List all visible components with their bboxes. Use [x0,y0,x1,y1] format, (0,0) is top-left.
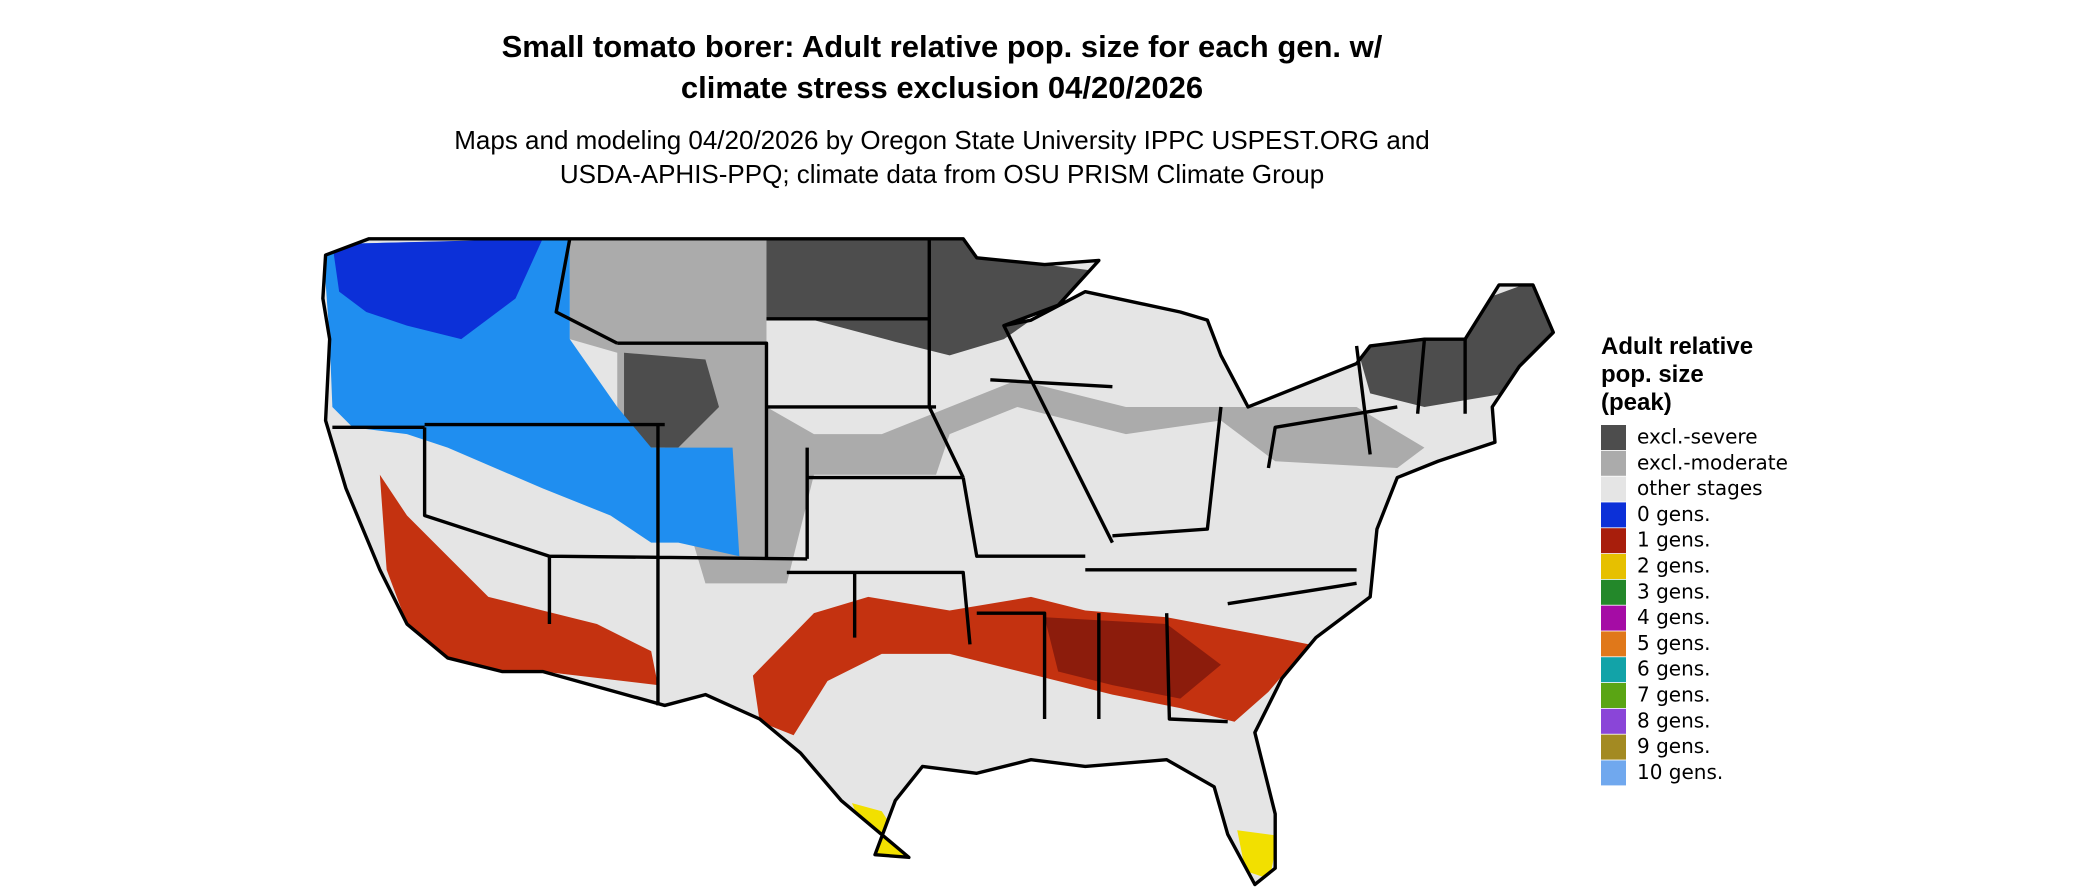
region-red [379,474,658,686]
legend-swatch [1601,528,1626,554]
legend-swatch [1601,554,1626,579]
legend-title: pop. size [1601,361,1704,388]
legend-swatch [1601,476,1626,502]
region-moderate [569,238,1425,584]
region-yellow [851,803,912,858]
legend-swatch [1601,760,1626,786]
title: Small tomato borer: Adult relative pop. … [502,29,1383,64]
legend-swatch [1601,683,1626,708]
legend-label: 1 gens. [1637,528,1711,552]
subtitle: USDA-APHIS-PPQ; climate data from OSU PR… [560,159,1324,189]
legend-label: 3 gens. [1637,579,1711,603]
legend-title: Adult relative [1601,333,1753,360]
legend-swatch [1601,657,1626,683]
legend-label: excl.-severe [1637,425,1758,449]
legend-swatch [1601,605,1626,631]
region-severe [766,238,1099,356]
region-blue-dark [332,238,543,340]
legend-swatch [1601,708,1626,734]
legend-label: 9 gens. [1637,734,1711,758]
map [321,237,1556,887]
subtitle: Maps and modeling 04/20/2026 by Oregon S… [454,125,1430,155]
legend-swatch [1601,734,1626,760]
legend-swatch [1601,502,1626,528]
legend-label: 2 gens. [1637,554,1711,578]
region-red-dark [1044,617,1221,699]
state-borders [321,237,1556,887]
legend-label: 4 gens. [1637,605,1711,629]
legend-title: (peak) [1601,389,1672,416]
legend-swatch [1601,579,1626,605]
legend-label: other stages [1637,476,1763,500]
legend-label: 0 gens. [1637,502,1711,526]
legend-label: 6 gens. [1637,657,1711,681]
legend-swatch [1601,425,1626,450]
legend-label: excl.-moderate [1637,450,1788,474]
legend-label: 5 gens. [1637,631,1711,655]
legend-swatch [1601,631,1626,657]
legend-swatch [1601,450,1626,476]
legend-label: 7 gens. [1637,683,1711,707]
title: climate stress exclusion 04/20/2026 [681,70,1203,105]
legend-label: 10 gens. [1637,760,1723,784]
legend-label: 8 gens. [1637,708,1711,732]
region-yellow [1237,830,1278,880]
